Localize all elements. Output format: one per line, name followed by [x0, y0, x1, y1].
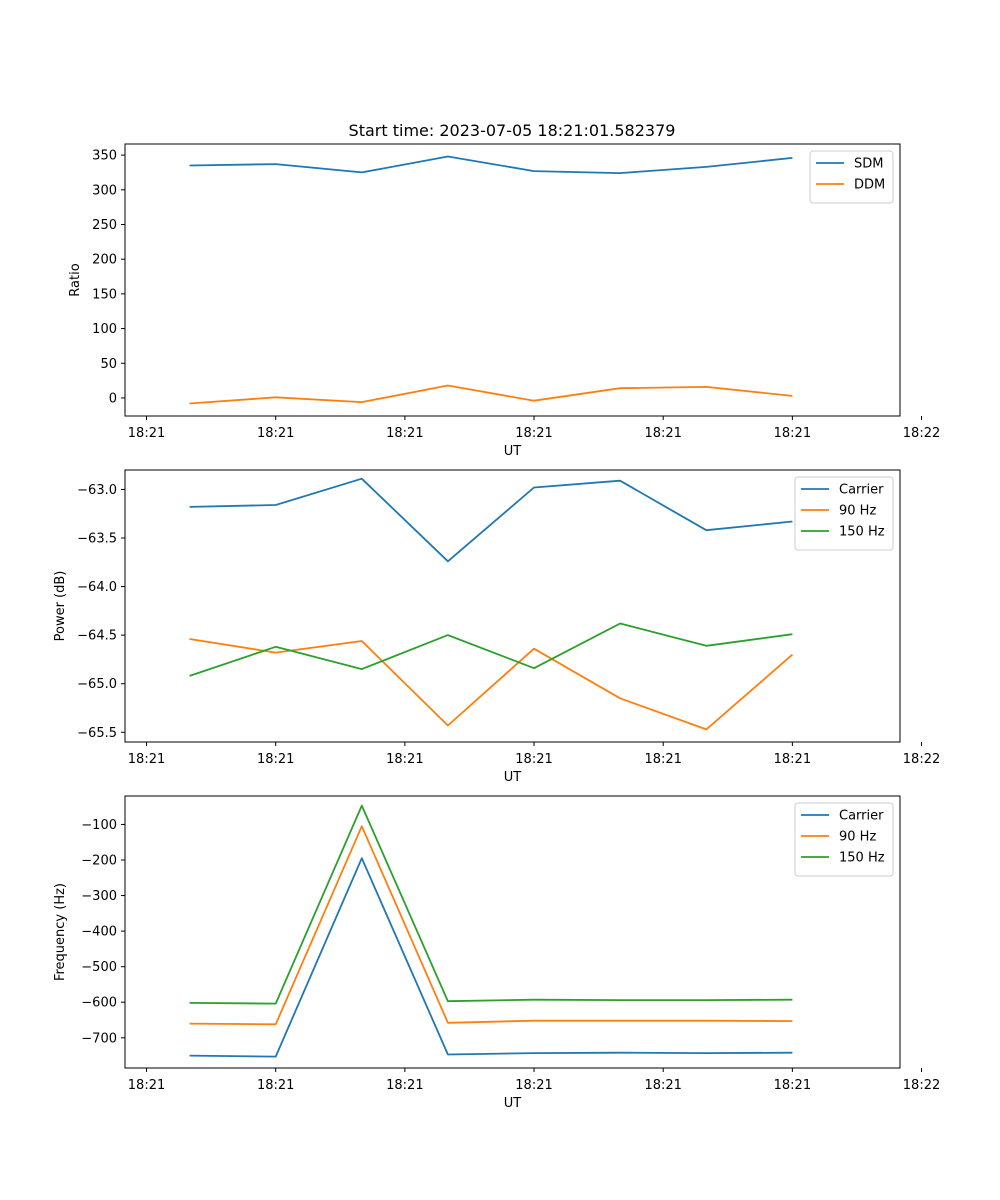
- ratio-y-tick-label: 350: [92, 149, 117, 164]
- frequency-subplot: 18:21 18:21 18:21 18:21 18:21 18:21 18:22 −100 −…: [53, 795, 940, 1111]
- ratio-x-tick-label: 18:21: [128, 426, 165, 441]
- power-x-tick-label: 18:21: [774, 752, 811, 767]
- ratio-x-tick-label: 18:21: [386, 426, 423, 441]
- power-y-tick-label: −64.0: [77, 580, 117, 595]
- power-legend-label-carrier: Carrier: [839, 483, 884, 498]
- frequency-x-tick-label: 18:21: [644, 1078, 681, 1093]
- power-series-150-hz-line: [189, 622, 793, 677]
- frequency-legend: Carrier 90 Hz 150 Hz: [794, 802, 894, 877]
- ratio-x-axis-label: UT: [504, 444, 522, 459]
- power-y-tick-label: −63.0: [77, 483, 117, 498]
- frequency-x-tick-label: 18:21: [257, 1078, 294, 1093]
- frequency-y-axis-label: Frequency (Hz): [53, 883, 68, 981]
- frequency-axes-frame: [124, 795, 901, 1069]
- ratio-series-sdm-line: [189, 155, 793, 175]
- power-subplot: 18:21 18:21 18:21 18:21 18:21 18:21 18:22 −63.0…: [53, 469, 940, 785]
- power-x-axis-label: UT: [504, 770, 522, 785]
- power-axes-frame: [124, 469, 901, 743]
- ratio-series-ddm-line: [189, 384, 793, 405]
- ratio-y-tick-label: 300: [92, 183, 117, 198]
- power-y-tick-label: −65.5: [77, 726, 117, 741]
- power-y-axis-label: Power (dB): [53, 571, 68, 642]
- frequency-x-tick-label: 18:21: [128, 1078, 165, 1093]
- ratio-y-tick-label: 150: [92, 287, 117, 302]
- frequency-x-tick-label: 18:21: [386, 1078, 423, 1093]
- ratio-x-tick-label: 18:21: [774, 426, 811, 441]
- power-legend-label-90-hz: 90 Hz: [839, 504, 876, 519]
- frequency-y-tick-label: −500: [81, 960, 117, 975]
- ratio-y-tick-label: 200: [92, 253, 117, 268]
- frequency-y-tick-label: −300: [81, 889, 117, 904]
- ratio-legend: SDM DDM: [809, 150, 894, 204]
- ratio-y-tick-label: 0: [109, 391, 117, 406]
- frequency-legend-label-carrier: Carrier: [839, 809, 884, 824]
- power-series-carrier-line: [189, 477, 793, 563]
- ratio-x-tick-label: 18:21: [644, 426, 681, 441]
- frequency-x-tick-label: 18:21: [774, 1078, 811, 1093]
- frequency-y-tick-label: −700: [81, 1031, 117, 1046]
- ratio-x-tick-label: 18:21: [515, 426, 552, 441]
- power-x-tick-label: 18:21: [257, 752, 294, 767]
- figure-title: Start time: 2023-07-05 18:21:01.582379: [349, 121, 676, 140]
- frequency-x-tick-label: 18:22: [903, 1078, 940, 1093]
- frequency-series-150-hz-line: [189, 804, 793, 1005]
- frequency-x-tick-label: 18:21: [515, 1078, 552, 1093]
- power-y-tick-label: −63.5: [77, 532, 117, 547]
- ratio-x-tick-label: 18:22: [903, 426, 940, 441]
- ratio-y-tick-label: 50: [100, 357, 117, 372]
- frequency-y-tick-label: −200: [81, 854, 117, 869]
- ratio-x-tick-label: 18:21: [257, 426, 294, 441]
- frequency-legend-label-150-hz: 150 Hz: [839, 851, 885, 866]
- frequency-x-axis-label: UT: [504, 1096, 522, 1111]
- ratio-axes-frame: [124, 143, 901, 417]
- ratio-legend-label-ddm: DDM: [854, 178, 885, 193]
- frequency-series-90-hz-line: [189, 825, 793, 1026]
- ratio-legend-label-sdm: SDM: [854, 157, 883, 172]
- power-y-tick-label: −64.5: [77, 629, 117, 644]
- power-x-tick-label: 18:21: [515, 752, 552, 767]
- frequency-series-carrier-line: [189, 857, 793, 1058]
- frequency-y-tick-label: −100: [81, 818, 117, 833]
- power-x-tick-label: 18:21: [644, 752, 681, 767]
- ratio-subplot: 18:21 18:21 18:21 18:21 18:21 18:21 18:22 0 50 10…: [68, 143, 940, 459]
- power-legend: Carrier 90 Hz 150 Hz: [794, 476, 894, 551]
- ratio-legend-box: [809, 150, 894, 204]
- power-legend-label-150-hz: 150 Hz: [839, 525, 885, 540]
- ratio-y-axis-label: Ratio: [68, 263, 83, 296]
- frequency-y-tick-label: −600: [81, 996, 117, 1011]
- ratio-y-tick-label: 100: [92, 322, 117, 337]
- power-x-tick-label: 18:21: [386, 752, 423, 767]
- frequency-y-tick-label: −400: [81, 925, 117, 940]
- power-x-tick-label: 18:22: [903, 752, 940, 767]
- power-x-tick-label: 18:21: [128, 752, 165, 767]
- frequency-legend-label-90-hz: 90 Hz: [839, 830, 876, 845]
- ratio-y-tick-label: 250: [92, 218, 117, 233]
- power-y-tick-label: −65.0: [77, 677, 117, 692]
